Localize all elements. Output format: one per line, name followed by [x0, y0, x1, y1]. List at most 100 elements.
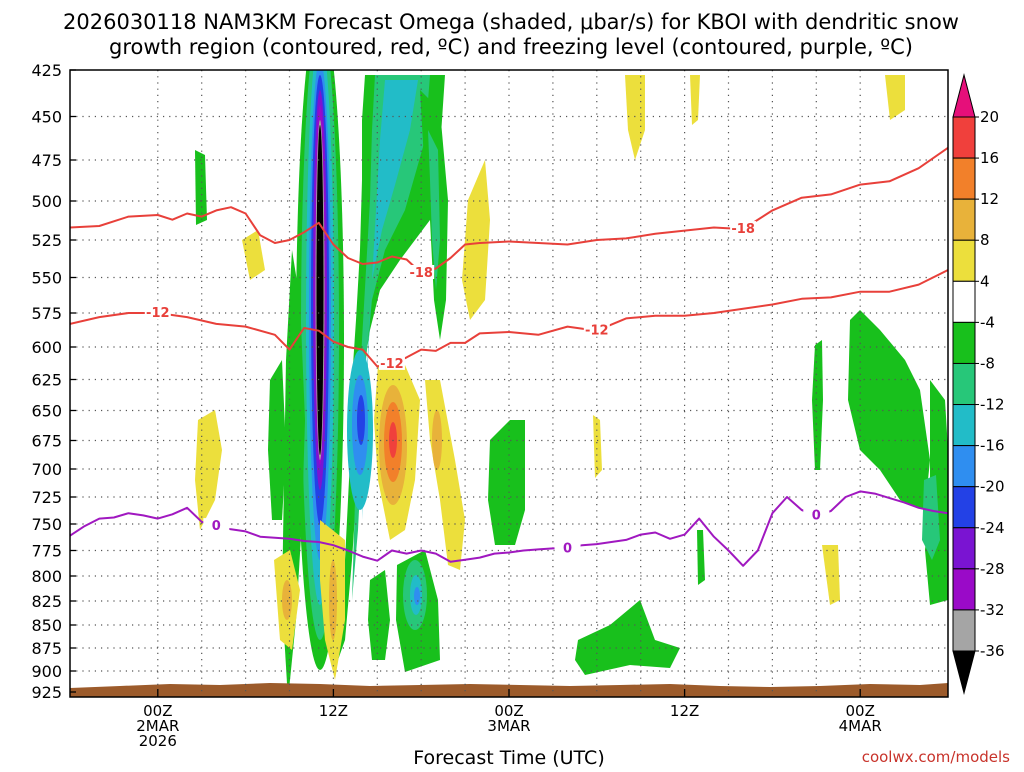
contour-minus-18-label-0: -18: [409, 266, 433, 281]
omega-lower-green-4: [575, 600, 680, 675]
omega-blue-spot-core: [357, 395, 365, 445]
y-tick-label-775: 775: [31, 542, 62, 561]
colorbar-label-10: -24: [980, 519, 1005, 537]
y-tick-label-550: 550: [31, 269, 62, 288]
omega-lower-green-5: [195, 150, 207, 225]
omega-lower-green-2-blue: [414, 587, 420, 605]
freezing-level-label-bg-0: [203, 518, 230, 533]
y-tick-label-825: 825: [31, 592, 62, 611]
x-tick-label-2-1: 3MAR: [487, 717, 530, 735]
colorbar-swatch-10: [952, 486, 976, 529]
omega-shading: [195, 70, 948, 697]
x-tick-label-3-0: 12Z: [670, 702, 699, 720]
chart-title-line-2: growth region (contoured, red, ºC) and f…: [109, 35, 913, 59]
colorbar-swatch-12: [952, 568, 976, 611]
freezing-level-label-bg-1: [554, 540, 581, 555]
x-tick-label-4-0: 00Z: [846, 702, 875, 720]
colorbar-swatch-8: [952, 404, 976, 447]
colorbar-swatch-9: [952, 445, 976, 488]
credit-text: coolwx.com/models: [862, 748, 1010, 766]
y-tick-label-500: 500: [31, 192, 62, 211]
colorbar-label-2: 12: [980, 190, 999, 208]
y-tick-label-725: 725: [31, 488, 62, 507]
y-tick-label-650: 650: [31, 402, 62, 421]
y-tick-label-475: 475: [31, 151, 62, 170]
omega-upper-column-teal: [428, 130, 440, 290]
omega-positive-east-2: [593, 415, 602, 478]
colorbar-swatch-3: [952, 198, 976, 241]
colorbar-label-13: -36: [980, 642, 1005, 660]
freezing-level-label-1: 0: [563, 541, 572, 556]
colorbar-swatch-6: [952, 321, 976, 364]
contours: -18 -18 -12 -12 -12 0 0 0: [70, 146, 948, 567]
contour-minus-12-label-bg-2: [583, 322, 610, 337]
colorbar-label-7: -12: [980, 396, 1005, 414]
contour-minus-12-label-2: -12: [585, 324, 609, 339]
contour-minus-18-label-bg-0: [408, 265, 435, 279]
y-tick-label-750: 750: [31, 515, 62, 534]
y-tick-label-600: 600: [31, 338, 62, 357]
plot-background: [70, 70, 948, 697]
omega-positive-lower-2-orange: [329, 560, 337, 640]
y-tick-label-850: 850: [31, 616, 62, 635]
colorbar-swatch-2: [952, 157, 976, 200]
colorbar-top-arrow: [952, 73, 976, 118]
freezing-level-label-2: 0: [812, 508, 821, 523]
contour-minus-12-label-bg-1: [378, 355, 405, 370]
colorbar-label-3: 8: [980, 231, 990, 249]
contour-minus-12-label-0: -12: [146, 306, 170, 321]
contour-minus-18-label-bg-1: [730, 221, 757, 236]
y-tick-label-425: 425: [31, 61, 62, 80]
omega-positive-west: [195, 410, 222, 530]
x-tick-label-4-1: 4MAR: [839, 717, 882, 735]
omega-positive-upper-3: [690, 75, 700, 125]
omega-column-east-cyan: [362, 80, 418, 520]
omega-column-east: [338, 75, 445, 660]
y-tick-label-575: 575: [31, 304, 62, 323]
omega-positive-west-2: [242, 230, 265, 280]
y-tick-label-450: 450: [31, 108, 62, 127]
colorbar-label-4: 4: [980, 272, 990, 290]
y-tick-label-525: 525: [31, 231, 62, 250]
omega-positive-upper: [462, 160, 490, 320]
x-tick-label-2-0: 00Z: [494, 702, 523, 720]
colorbar-swatch-1: [952, 116, 976, 159]
colorbar-label-5: -4: [980, 313, 995, 331]
freezing-level-label-bg-2: [803, 507, 830, 522]
contour-minus-12-line: [70, 269, 948, 368]
x-tick-label-0-2: 2026: [139, 732, 177, 750]
omega-east-green-4: [922, 475, 940, 560]
chart-title-line-1: 2026030118 NAM3KM Forecast Omega (shaded…: [63, 10, 959, 34]
y-tick-label-900: 900: [31, 662, 62, 681]
omega-column-east-teal: [352, 75, 430, 600]
omega-east-green-1: [812, 340, 823, 470]
omega-positive-upper-4: [885, 75, 905, 120]
y-tick-label-875: 875: [31, 639, 62, 658]
omega-positive-east-3: [822, 545, 840, 605]
colorbar-label-11: -28: [980, 560, 1005, 578]
x-tick-label-0-0: 00Z: [143, 702, 172, 720]
colorbar-swatch-7: [952, 362, 976, 406]
contour-minus-18-label-1: -18: [731, 222, 755, 237]
colorbar-bottom-arrow: [952, 650, 976, 695]
colorbar-label-1: 16: [980, 149, 999, 167]
colorbar-label-8: -16: [980, 437, 1005, 455]
colorbar-swatch-13: [952, 609, 976, 652]
x-tick-label-1-0: 12Z: [319, 702, 348, 720]
colorbar-swatch-5: [952, 280, 976, 323]
x-tick-label-0-1: 2MAR: [136, 717, 179, 735]
omega-east-green-5: [697, 530, 705, 585]
y-axis-ticks: 425 450 475 500 525 550 575 600 625 650 675 700 725 7…: [31, 61, 76, 702]
colorbar-label-6: -8: [980, 354, 995, 372]
colorbar-label-0: 20: [980, 108, 999, 126]
colorbar-label-12: -32: [980, 601, 1005, 619]
omega-left-green-2: [268, 360, 286, 520]
omega-positive-lower-orange: [282, 580, 292, 620]
omega-core-black: [316, 125, 324, 455]
y-tick-label-925: 925: [31, 683, 62, 702]
colorbar-swatch-4: [952, 239, 976, 282]
colorbar-swatch-11: [952, 527, 976, 570]
gridlines: [70, 70, 948, 697]
